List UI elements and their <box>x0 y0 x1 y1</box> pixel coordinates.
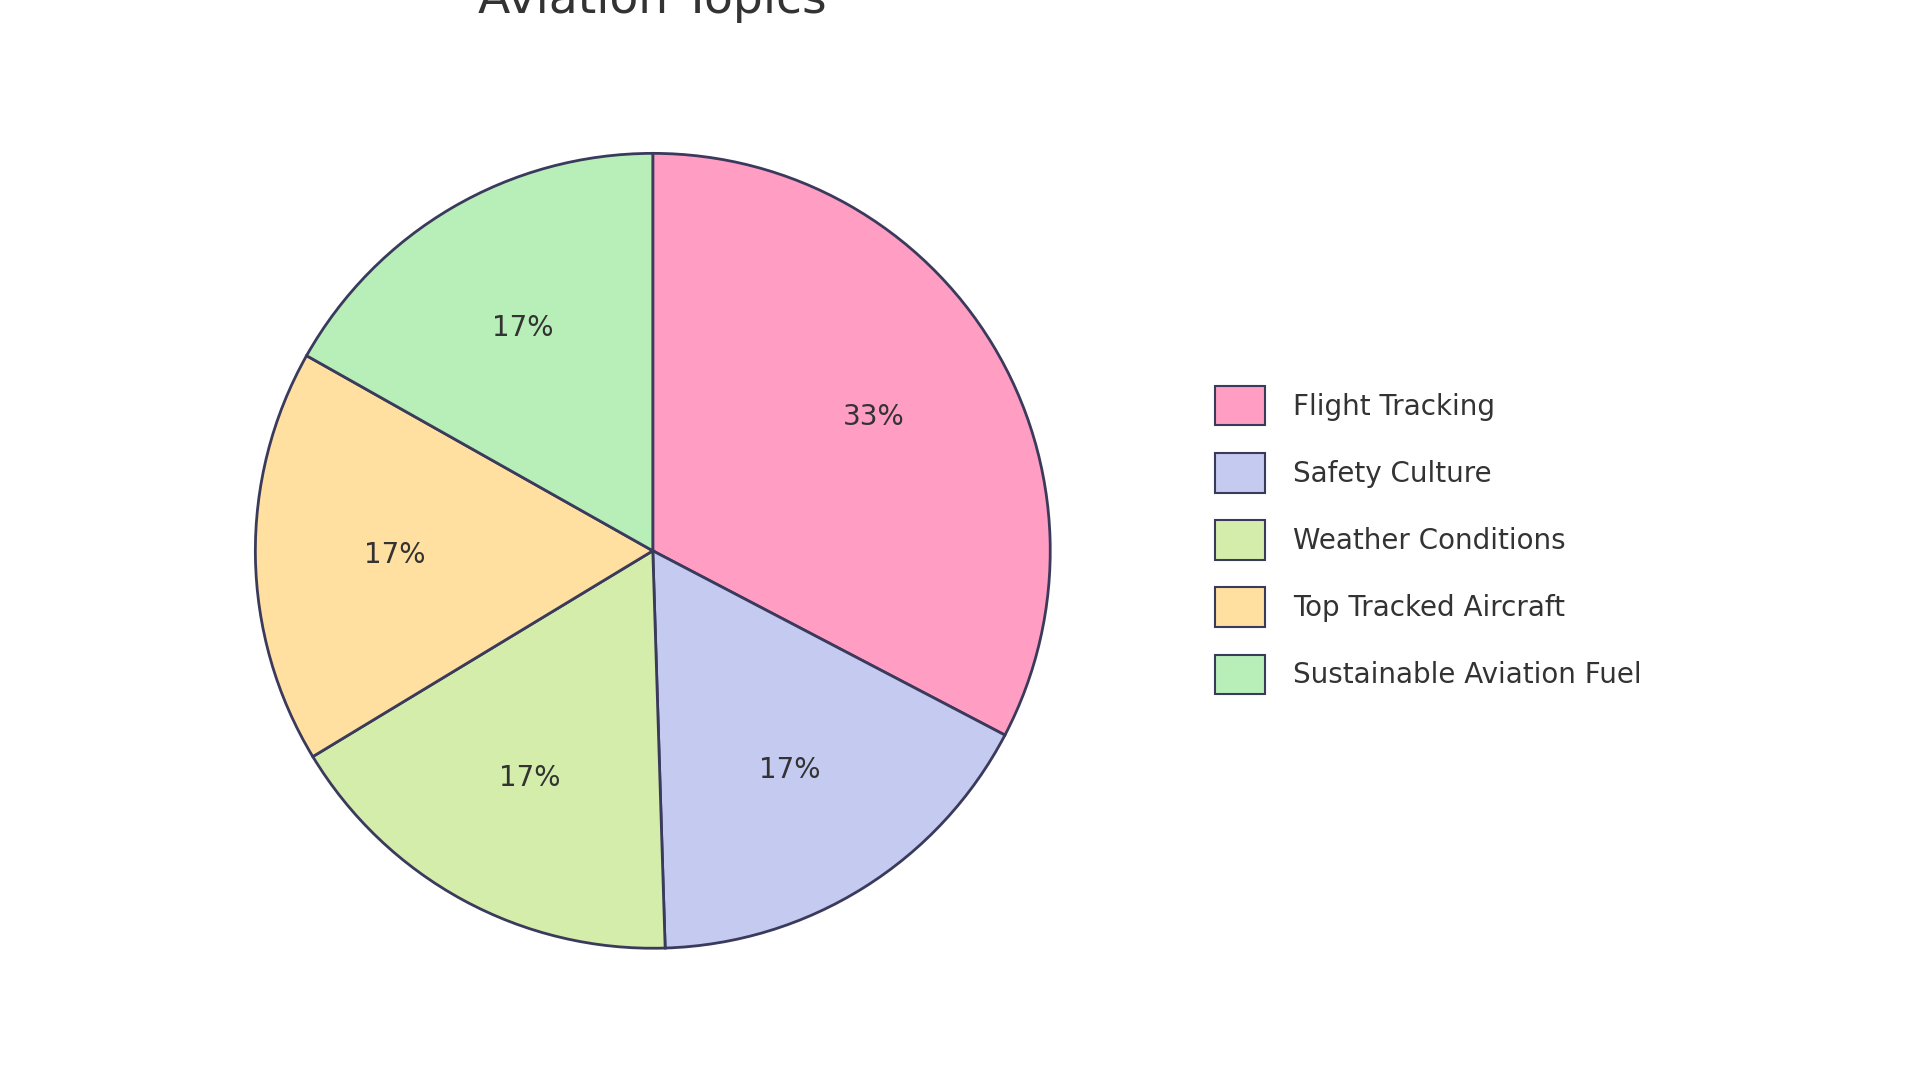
Text: 17%: 17% <box>758 756 820 784</box>
Wedge shape <box>313 551 664 948</box>
Wedge shape <box>307 153 653 551</box>
Text: 33%: 33% <box>843 403 904 431</box>
Wedge shape <box>653 153 1050 735</box>
Wedge shape <box>653 551 1004 948</box>
Text: 17%: 17% <box>499 764 561 792</box>
Wedge shape <box>255 355 653 757</box>
Legend: Flight Tracking, Safety Culture, Weather Conditions, Top Tracked Aircraft, Susta: Flight Tracking, Safety Culture, Weather… <box>1204 375 1653 705</box>
Title: Aviation Topics: Aviation Topics <box>478 0 828 24</box>
Text: 17%: 17% <box>492 314 553 341</box>
Text: 17%: 17% <box>363 541 424 569</box>
